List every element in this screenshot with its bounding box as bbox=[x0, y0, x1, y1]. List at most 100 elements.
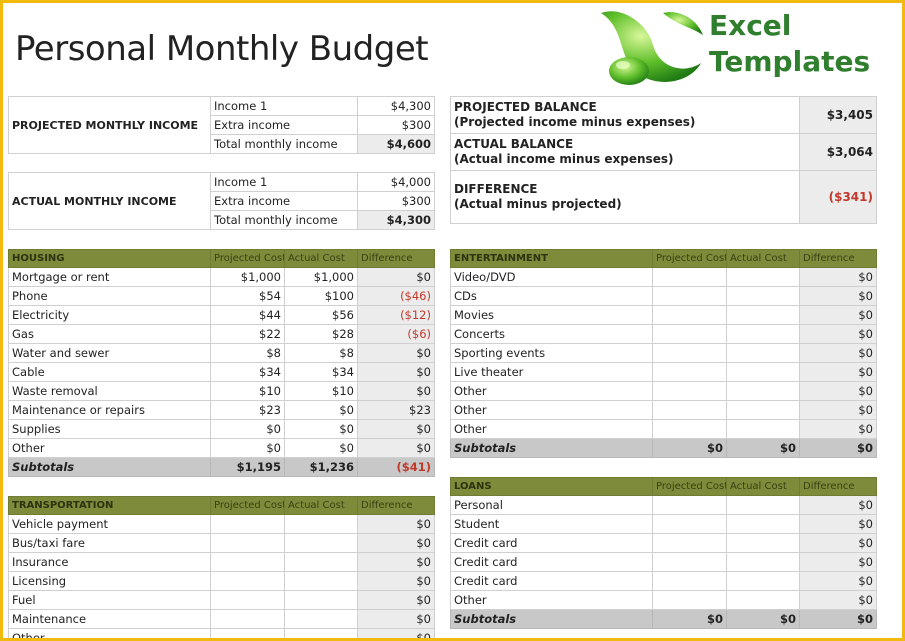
projected-cost-cell[interactable] bbox=[652, 590, 727, 610]
actual-cost-cell[interactable] bbox=[284, 533, 358, 553]
table-row: Insurance $0 bbox=[8, 552, 435, 572]
table-row: Gas $22 $28 ($6) bbox=[8, 324, 435, 344]
income-row-value[interactable]: $300 bbox=[357, 115, 435, 135]
actual-cost-cell[interactable] bbox=[284, 514, 358, 534]
actual-cost-cell[interactable] bbox=[726, 590, 800, 610]
column-header: TRANSPORTATION bbox=[8, 496, 211, 515]
table-row: Credit card $0 bbox=[450, 533, 877, 553]
row-label: Other bbox=[450, 381, 653, 401]
projected-cost-cell[interactable] bbox=[652, 571, 727, 591]
actual-cost-cell[interactable]: $0 bbox=[284, 438, 358, 458]
table-row: Live theater $0 bbox=[450, 362, 877, 382]
actual-cost-cell[interactable] bbox=[726, 514, 800, 534]
projected-cost-cell[interactable]: $23 bbox=[210, 400, 285, 420]
projected-cost-cell[interactable] bbox=[210, 590, 285, 610]
projected-cost-cell[interactable] bbox=[652, 286, 727, 306]
income-row-value[interactable]: $300 bbox=[357, 191, 435, 211]
table-row: Concerts $0 bbox=[450, 324, 877, 344]
actual-cost-cell[interactable] bbox=[284, 590, 358, 610]
subtotal-value: $0 bbox=[726, 609, 800, 629]
projected-cost-cell[interactable] bbox=[652, 495, 727, 515]
difference-label: DIFFERENCE (Actual minus projected) bbox=[450, 170, 800, 224]
projected-cost-cell[interactable] bbox=[210, 552, 285, 572]
actual-cost-cell[interactable] bbox=[726, 533, 800, 553]
actual-cost-cell[interactable]: $0 bbox=[284, 400, 358, 420]
projected-cost-cell[interactable]: $54 bbox=[210, 286, 285, 306]
table-row: Other $0 bbox=[450, 419, 877, 439]
column-header: Actual Cost bbox=[284, 496, 358, 515]
projected-cost-cell[interactable] bbox=[210, 514, 285, 534]
actual-income-table: ACTUAL MONTHLY INCOME Income 1 $4,000 Ex… bbox=[8, 172, 435, 230]
table-row: Credit card $0 bbox=[450, 552, 877, 572]
actual-cost-cell[interactable] bbox=[284, 609, 358, 629]
projected-cost-cell[interactable] bbox=[652, 381, 727, 401]
actual-cost-cell[interactable]: $100 bbox=[284, 286, 358, 306]
row-label: Credit card bbox=[450, 533, 653, 553]
column-header: Difference bbox=[799, 249, 877, 268]
actual-cost-cell[interactable]: $8 bbox=[284, 343, 358, 363]
actual-cost-cell[interactable] bbox=[284, 552, 358, 572]
balance-title: ACTUAL BALANCE bbox=[454, 137, 574, 151]
projected-cost-cell[interactable] bbox=[652, 324, 727, 344]
actual-cost-cell[interactable]: $56 bbox=[284, 305, 358, 325]
projected-cost-cell[interactable] bbox=[652, 343, 727, 363]
row-label: Personal bbox=[450, 495, 653, 515]
projected-cost-cell[interactable]: $8 bbox=[210, 343, 285, 363]
projected-cost-cell[interactable] bbox=[210, 533, 285, 553]
projected-balance-label: PROJECTED BALANCE (Projected income minu… bbox=[450, 96, 800, 134]
projected-cost-cell[interactable] bbox=[210, 571, 285, 591]
logo-text-templates: Templates bbox=[709, 45, 871, 78]
projected-cost-cell[interactable] bbox=[652, 514, 727, 534]
income-row-value[interactable]: $4,300 bbox=[357, 96, 435, 116]
row-label: Other bbox=[8, 438, 211, 458]
actual-cost-cell[interactable] bbox=[726, 267, 800, 287]
row-label: Video/DVD bbox=[450, 267, 653, 287]
subtotal-label: Subtotals bbox=[8, 457, 211, 477]
projected-cost-cell[interactable] bbox=[652, 305, 727, 325]
actual-cost-cell[interactable] bbox=[726, 552, 800, 572]
actual-cost-cell[interactable]: $28 bbox=[284, 324, 358, 344]
actual-cost-cell[interactable] bbox=[726, 286, 800, 306]
column-header: Difference bbox=[357, 496, 435, 515]
table-row: Other $0 bbox=[450, 590, 877, 610]
actual-cost-cell[interactable]: $34 bbox=[284, 362, 358, 382]
projected-cost-cell[interactable] bbox=[652, 552, 727, 572]
actual-cost-cell[interactable]: $10 bbox=[284, 381, 358, 401]
row-label: CDs bbox=[450, 286, 653, 306]
actual-cost-cell[interactable] bbox=[726, 362, 800, 382]
row-label: Waste removal bbox=[8, 381, 211, 401]
actual-cost-cell[interactable]: $0 bbox=[284, 419, 358, 439]
projected-cost-cell[interactable] bbox=[210, 609, 285, 629]
projected-cost-cell[interactable]: $34 bbox=[210, 362, 285, 382]
actual-cost-cell[interactable] bbox=[726, 305, 800, 325]
projected-cost-cell[interactable]: $22 bbox=[210, 324, 285, 344]
projected-cost-cell[interactable]: $0 bbox=[210, 438, 285, 458]
projected-cost-cell[interactable] bbox=[652, 362, 727, 382]
projected-cost-cell[interactable] bbox=[652, 533, 727, 553]
actual-cost-cell[interactable] bbox=[284, 571, 358, 591]
entertainment-table: ENTERTAINMENT Projected Cost Actual Cost… bbox=[450, 249, 877, 458]
income-row-label: Extra income bbox=[210, 191, 358, 211]
actual-cost-cell[interactable]: $1,000 bbox=[284, 267, 358, 287]
projected-cost-cell[interactable] bbox=[652, 267, 727, 287]
table-row: Sporting events $0 bbox=[450, 343, 877, 363]
actual-cost-cell[interactable] bbox=[726, 400, 800, 420]
actual-cost-cell[interactable] bbox=[726, 495, 800, 515]
actual-cost-cell[interactable] bbox=[284, 628, 358, 638]
actual-cost-cell[interactable] bbox=[726, 343, 800, 363]
projected-cost-cell[interactable]: $1,000 bbox=[210, 267, 285, 287]
difference-cell: $0 bbox=[799, 267, 877, 287]
actual-cost-cell[interactable] bbox=[726, 381, 800, 401]
row-label: Other bbox=[450, 419, 653, 439]
actual-cost-cell[interactable] bbox=[726, 419, 800, 439]
projected-cost-cell[interactable]: $10 bbox=[210, 381, 285, 401]
actual-cost-cell[interactable] bbox=[726, 324, 800, 344]
projected-cost-cell[interactable] bbox=[652, 419, 727, 439]
projected-cost-cell[interactable] bbox=[210, 628, 285, 638]
projected-cost-cell[interactable]: $44 bbox=[210, 305, 285, 325]
projected-cost-cell[interactable]: $0 bbox=[210, 419, 285, 439]
subtotal-value: $0 bbox=[799, 609, 877, 629]
actual-cost-cell[interactable] bbox=[726, 571, 800, 591]
income-row-value[interactable]: $4,000 bbox=[357, 172, 435, 192]
projected-cost-cell[interactable] bbox=[652, 400, 727, 420]
